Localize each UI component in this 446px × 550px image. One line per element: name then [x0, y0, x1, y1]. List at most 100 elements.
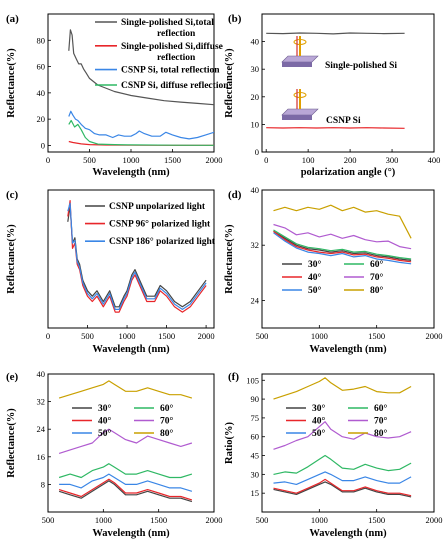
- y-tick-label: 15: [251, 488, 260, 498]
- sample-illustration-icon: [281, 36, 319, 67]
- panel-5: (f) 500 1000 1500 2000 15 30 45 60 75 90 105 Wavelen…: [224, 371, 443, 539]
- y-tick-label: 30: [251, 64, 260, 74]
- y-tick-label: 32: [37, 397, 46, 407]
- y-tick-label: 45: [251, 451, 260, 461]
- x-tick-label: 2000: [206, 155, 223, 165]
- panel-label: (b): [228, 13, 242, 25]
- x-tick-label: 500: [256, 331, 269, 341]
- y-axis-label: Reflectance(%): [6, 224, 17, 294]
- x-tick-label: 0: [46, 331, 50, 341]
- y-axis-label: Ratio(%): [224, 422, 235, 464]
- y-tick-label: 16: [37, 452, 46, 462]
- series-line-1: [58, 478, 193, 501]
- y-tick-label: 32: [251, 240, 260, 250]
- x-tick-label: 500: [256, 515, 269, 525]
- series-line-3: [68, 119, 214, 146]
- series-line-0: [273, 230, 412, 261]
- series-line-2: [273, 471, 412, 485]
- legend-label: 70°: [160, 416, 174, 427]
- y-tick-label: 40: [37, 88, 46, 98]
- y-tick-label: 60: [251, 432, 260, 442]
- x-tick-label: 1500: [150, 515, 167, 525]
- x-tick-label: 0: [46, 155, 50, 165]
- panel-label: (f): [228, 371, 239, 383]
- x-tick-label: 1000: [95, 515, 112, 525]
- y-tick-label: 24: [251, 295, 260, 305]
- panel-label: (e): [6, 371, 19, 383]
- y-tick-label: 8: [41, 479, 45, 489]
- x-tick-label: 200: [344, 155, 357, 165]
- series-line-0: [273, 481, 412, 498]
- x-tick-label: 100: [302, 155, 315, 165]
- series-line-5: [58, 380, 193, 399]
- panel-label: (a): [6, 13, 19, 25]
- panel-1: (b) 0 100 200 300 400 0 10 20 30 40 polarization an…: [224, 13, 440, 178]
- series-line-2: [273, 232, 412, 265]
- x-tick-label: 500: [83, 155, 96, 165]
- series-line-3: [273, 454, 412, 475]
- y-tick-label: 20: [37, 114, 46, 124]
- plot-frame: [47, 373, 215, 513]
- plot-frame: [261, 189, 435, 329]
- y-axis-label: Reflectance(%): [6, 48, 17, 118]
- legend-label: Single-polished Si,total reflection: [121, 18, 214, 39]
- x-tick-label: 1000: [119, 331, 136, 341]
- x-tick-label: 2000: [426, 331, 443, 341]
- series-line-4: [273, 421, 412, 450]
- x-tick-label: 1000: [311, 331, 328, 341]
- x-tick-label: 1000: [123, 155, 140, 165]
- x-tick-label: 2000: [206, 515, 223, 525]
- series-line-4: [58, 428, 193, 454]
- panel-4: (e) 500 1000 1500 2000 8 16 24 32 40 Wavelength (n…: [6, 369, 223, 539]
- x-tick-label: 0: [264, 155, 268, 165]
- series-line-5: [273, 204, 412, 239]
- legend-label: 40°: [98, 416, 112, 427]
- series-label: CSNP Si: [326, 116, 361, 126]
- legend-label: 30°: [98, 403, 112, 414]
- y-tick-label: 80: [37, 35, 46, 45]
- panel-label: (c): [6, 189, 19, 201]
- y-axis-label: Reflectance(%): [6, 408, 17, 478]
- series-line-1: [273, 230, 412, 263]
- legend-label: 40°: [312, 416, 326, 427]
- x-axis-label: Wavelength (nm): [92, 344, 170, 355]
- panel-3: (d) 500 1000 1500 2000 24 32 40 Wavelength (nm) R…: [224, 185, 443, 355]
- legend-label: Single-polished Si,diffuse reflection: [121, 42, 223, 63]
- legend-label: CSNP 96° polarized light: [109, 219, 211, 230]
- x-tick-label: 2000: [426, 515, 443, 525]
- series-line-0: [266, 32, 405, 35]
- series-line-3: [58, 463, 193, 479]
- legend-label: 60°: [374, 403, 388, 414]
- legend-label: CSNP 186° polarized light: [109, 236, 216, 247]
- series-label: Single-polished Si: [325, 61, 397, 71]
- legend-label: CSNP Si, diffuse reflection: [121, 81, 229, 91]
- legend-label: 70°: [374, 416, 388, 427]
- y-tick-label: 90: [251, 394, 260, 404]
- legend-label: 30°: [308, 259, 322, 270]
- y-tick-label: 0: [255, 147, 259, 157]
- y-axis-label: Reflectance(%): [224, 48, 235, 118]
- x-tick-label: 2000: [198, 331, 215, 341]
- plot-frame: [47, 189, 215, 329]
- x-axis-label: Wavelength (nm): [309, 344, 387, 355]
- x-tick-label: 300: [386, 155, 399, 165]
- series-line-1: [273, 478, 412, 497]
- legend-label: 80°: [370, 285, 384, 296]
- y-tick-label: 20: [251, 92, 260, 102]
- legend-label: 80°: [160, 428, 174, 439]
- series-line-1: [67, 200, 207, 313]
- y-tick-label: 75: [251, 413, 260, 423]
- x-tick-label: 1500: [164, 155, 181, 165]
- legend-label: CSNP Si, total reflection: [121, 66, 220, 76]
- y-tick-label: 40: [251, 185, 260, 195]
- x-axis-label: polarization angle (°): [301, 167, 396, 178]
- x-tick-label: 1500: [368, 331, 385, 341]
- y-tick-label: 40: [251, 37, 260, 47]
- y-axis-label: Reflectance(%): [224, 224, 235, 294]
- legend-label: 50°: [98, 428, 112, 439]
- panel-2: (c) 0 500 1000 1500 2000 Wavelength (nm) Reflec…: [6, 189, 216, 355]
- series-line-0: [67, 205, 207, 308]
- series-line-3: [273, 229, 412, 260]
- legend-label: 50°: [308, 285, 322, 296]
